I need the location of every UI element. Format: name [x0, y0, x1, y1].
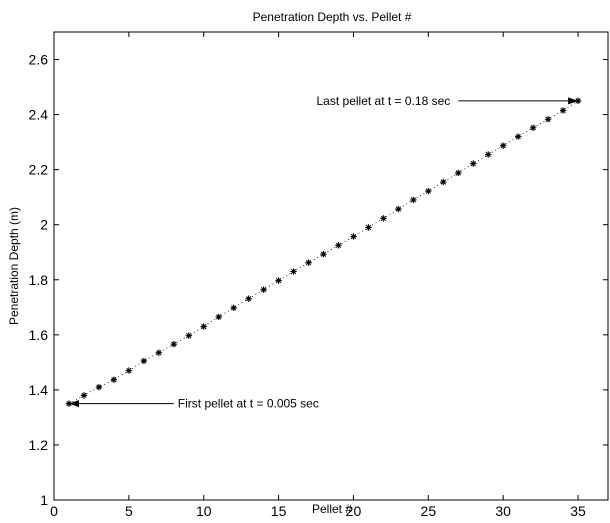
data-point-marker: [260, 286, 267, 293]
data-point-marker: [499, 142, 507, 149]
data-point-marker: [185, 332, 192, 339]
data-point-marker: [95, 383, 103, 391]
annotation-arrow-head: [68, 400, 79, 408]
y-tick-label: 2.2: [29, 162, 49, 178]
y-tick-label: 2.6: [29, 52, 49, 68]
x-tick-label: 10: [196, 503, 212, 518]
x-tick-label: 15: [271, 503, 287, 518]
chart-title: Penetration Depth vs. Pellet #: [253, 10, 412, 24]
plot-frame: [53, 31, 609, 501]
y-tick-label: 1.2: [29, 437, 49, 453]
series-markers: [65, 97, 582, 407]
data-point-marker: [125, 367, 133, 374]
data-point-marker: [514, 133, 522, 140]
y-tick-label: 1: [40, 492, 48, 508]
data-point-marker: [559, 107, 567, 114]
data-point-marker: [485, 151, 492, 158]
annotations: Last pellet at t = 0.18 sec First pellet …: [68, 94, 579, 411]
data-point-marker: [320, 250, 327, 258]
data-point-marker: [80, 392, 88, 399]
data-point-marker: [440, 178, 447, 186]
data-point-marker: [410, 196, 417, 204]
y-tick-label: 1.4: [29, 382, 49, 398]
data-point-marker: [200, 323, 207, 330]
x-tick-label: 0: [50, 503, 58, 518]
annotation-arrow-head: [568, 97, 579, 105]
data-point-marker: [215, 313, 222, 321]
y-tick-label: 1.6: [29, 327, 49, 343]
data-point-marker: [395, 205, 402, 213]
x-tick-label: 5: [125, 503, 133, 518]
data-point-marker: [305, 259, 312, 266]
data-point-marker: [140, 357, 148, 365]
data-point-marker: [350, 233, 357, 240]
annotation-label: Last pellet at t = 0.18 sec: [317, 94, 451, 108]
data-point-marker: [425, 187, 432, 195]
x-tick-label: 35: [570, 503, 586, 518]
data-point-marker: [335, 242, 342, 249]
axis-ticks: 0 5 10 15 20 25 30 35 1 1.2 1.4 1.6 1.8 2 2.2 2.4 2.6: [29, 32, 608, 519]
data-point-marker: [529, 124, 537, 132]
data-point-marker: [110, 376, 118, 383]
data-point-marker: [275, 277, 282, 284]
data-point-marker: [365, 224, 372, 231]
x-tick-label: 30: [495, 503, 511, 518]
data-point-marker: [290, 268, 297, 275]
y-tick-label: 1.8: [29, 272, 49, 288]
x-tick-label: 25: [421, 503, 437, 518]
data-point-marker: [230, 304, 237, 312]
data-point-marker: [455, 169, 462, 177]
x-tick-label: 20: [346, 503, 362, 518]
data-point-marker: [544, 116, 552, 123]
data-point-marker: [380, 215, 387, 222]
data-point-marker: [470, 160, 477, 167]
y-tick-label: 2.4: [29, 107, 49, 123]
y-tick-label: 2: [40, 217, 48, 233]
data-point-marker: [245, 295, 252, 302]
x-axis-label: Pellet #: [312, 502, 352, 516]
data-point-marker: [155, 349, 163, 356]
data-point-marker: [170, 340, 177, 348]
y-axis-label: Penetration Depth (m): [7, 207, 21, 325]
annotation-label: First pellet at t = 0.005 sec: [178, 397, 319, 411]
